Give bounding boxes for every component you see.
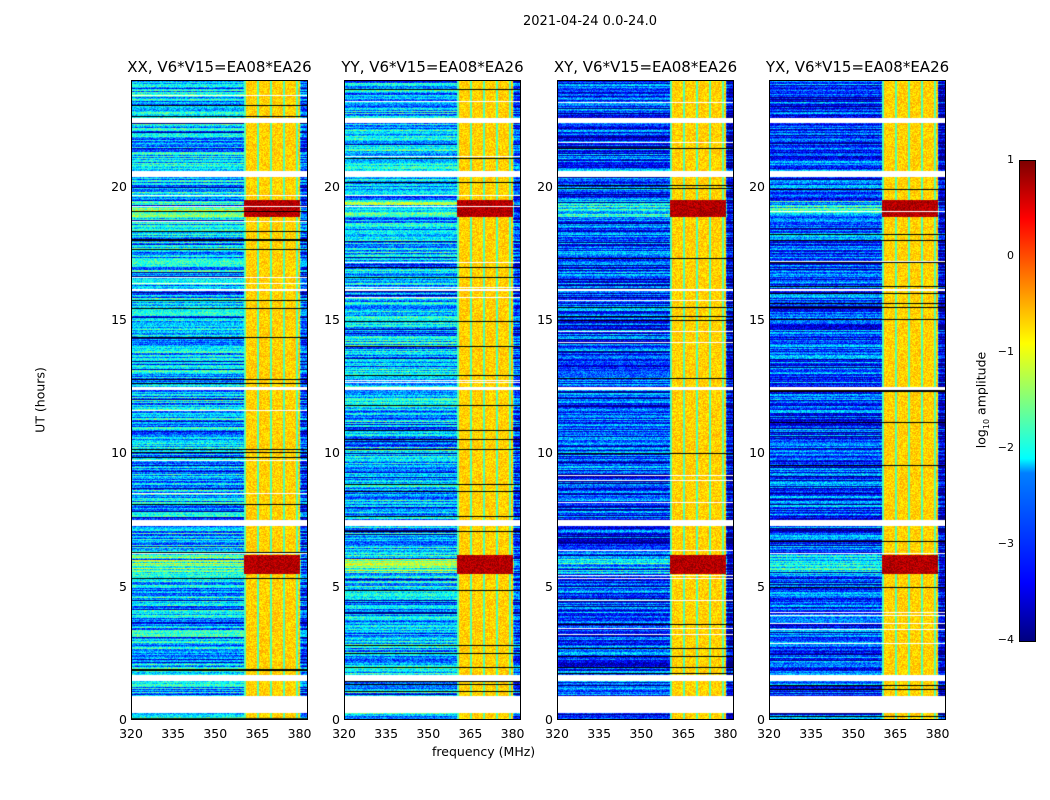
x-tick-label: 320 xyxy=(545,726,569,741)
x-tick-label: 335 xyxy=(799,726,824,741)
axes-frame xyxy=(557,80,734,720)
panel-title: YX, V6*V15=EA08*EA26 xyxy=(765,58,950,76)
y-tick-label: 20 xyxy=(749,178,765,194)
y-tick-label: 10 xyxy=(537,445,553,461)
figure-title: 2021-04-24 0.0-24.0 xyxy=(523,14,657,29)
axes-frame xyxy=(344,80,521,720)
panel-title: YY, V6*V15=EA08*EA26 xyxy=(341,58,524,76)
axes-frame xyxy=(131,80,308,720)
y-tick-label: 0 xyxy=(119,712,127,727)
x-tick-label: 320 xyxy=(757,726,781,741)
panel-title: XY, V6*V15=EA08*EA26 xyxy=(553,58,738,76)
y-tick-label: 20 xyxy=(537,178,553,194)
x-tick-label: 335 xyxy=(161,726,186,741)
waterfall-panel-yy: YY, V6*V15=EA08*EA26 320 335 350 365 380 0 5 10 1… xyxy=(324,58,524,741)
panel-title: XX, V6*V15=EA08*EA26 xyxy=(127,58,312,76)
y-tick-label: 15 xyxy=(324,312,340,327)
y-tick-label: 5 xyxy=(332,578,340,594)
x-tick-label: 380 xyxy=(287,726,312,741)
waterfall-heatmap xyxy=(557,80,734,720)
x-tick-label: 380 xyxy=(925,726,950,741)
x-tick-label: 335 xyxy=(374,726,399,741)
colorbar-tick-label: −4 xyxy=(997,633,1014,646)
x-tick-label: 365 xyxy=(458,726,483,741)
waterfall-heatmap xyxy=(131,80,308,720)
x-tick-label: 350 xyxy=(203,726,228,741)
y-tick-label: 0 xyxy=(332,712,340,727)
x-tick-label: 320 xyxy=(119,726,143,741)
waterfall-panel-xx: XX, V6*V15=EA08*EA26 320 335 350 365 380 0 5 10 1… xyxy=(111,58,312,741)
colorbar xyxy=(1019,160,1036,642)
colorbar-tick-label: 0 xyxy=(1007,249,1014,262)
x-tick-label: 365 xyxy=(671,726,696,741)
colorbar-label: log10 amplitude xyxy=(973,351,991,449)
y-tick-label: 5 xyxy=(757,578,765,594)
waterfall-heatmap xyxy=(769,80,946,720)
y-tick-label: 10 xyxy=(749,445,765,461)
y-tick-label: 15 xyxy=(537,312,553,327)
colorbar-tick-label: 1 xyxy=(1007,153,1014,166)
x-tick-label: 350 xyxy=(629,726,654,741)
x-tick-label: 350 xyxy=(416,726,441,741)
x-tick-label: 365 xyxy=(245,726,270,741)
y-tick-label: 10 xyxy=(324,445,340,461)
axes-frame xyxy=(769,80,946,720)
x-tick-label: 350 xyxy=(841,726,866,741)
y-tick-label: 15 xyxy=(749,312,765,327)
x-tick-label: 380 xyxy=(713,726,738,741)
x-axis-label: frequency (MHz) xyxy=(432,744,536,759)
y-tick-label: 0 xyxy=(757,712,765,727)
y-tick-label: 15 xyxy=(111,312,127,327)
y-axis-label: UT (hours) xyxy=(32,367,48,433)
y-tick-label: 20 xyxy=(111,178,127,194)
colorbar-tick-label: −3 xyxy=(997,537,1014,550)
y-tick-label: 5 xyxy=(119,578,127,594)
x-tick-label: 335 xyxy=(587,726,612,741)
x-tick-label: 365 xyxy=(883,726,908,741)
y-tick-label: 5 xyxy=(545,578,553,594)
y-tick-label: 0 xyxy=(545,712,553,727)
y-tick-label: 10 xyxy=(111,445,127,461)
y-tick-label: 20 xyxy=(324,178,340,194)
waterfall-heatmap xyxy=(344,80,521,720)
waterfall-panel-xy: XY, V6*V15=EA08*EA26 320 335 350 365 380 0 5 10 1… xyxy=(537,58,737,741)
waterfall-panel-yx: YX, V6*V15=EA08*EA26 320 335 350 365 380 0 5 10 1… xyxy=(749,58,949,741)
colorbar-tick-label: −1 xyxy=(997,345,1014,358)
colorbar-tick-label: −2 xyxy=(997,441,1014,454)
x-tick-label: 320 xyxy=(332,726,356,741)
x-tick-label: 380 xyxy=(500,726,525,741)
